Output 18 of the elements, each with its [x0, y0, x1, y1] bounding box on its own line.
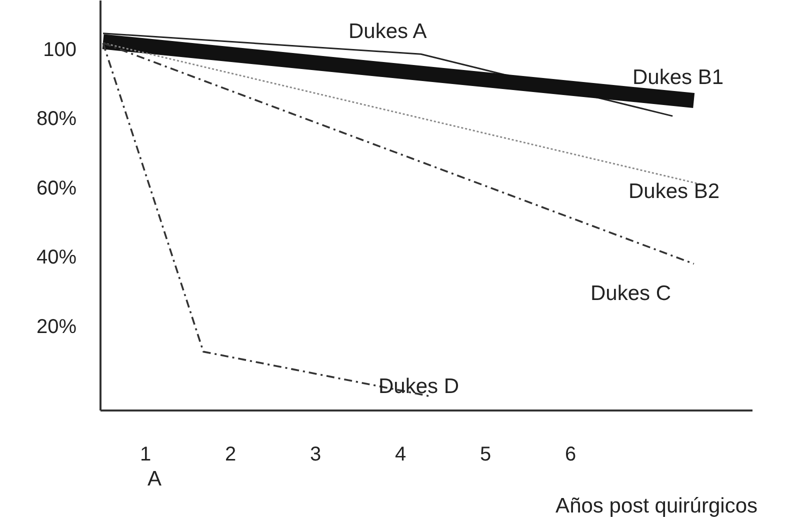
x-tick-label: 3 [310, 444, 322, 466]
x-tick-label: 2 [225, 444, 236, 466]
x-tick-label: 6 [565, 444, 576, 466]
y-tick-label: 100 [43, 38, 77, 61]
text: A [148, 468, 162, 490]
x-tick-label: 4 [395, 444, 406, 466]
x-axis-title: Años post quirúrgicos [556, 494, 758, 517]
annotation: Dukes A [348, 20, 427, 43]
y-tick-label: 80% [36, 108, 77, 130]
annotation: Dukes B1 [632, 66, 724, 89]
annotation: Dukes B2 [628, 180, 720, 203]
annotation: Dukes D [378, 375, 460, 398]
x-tick-label: 5 [480, 444, 492, 466]
y-tick-label: 40% [36, 246, 77, 269]
y-tick-label: 20% [36, 316, 77, 338]
x-tick-label: 1 [140, 444, 152, 466]
annotation: Dukes C [590, 282, 672, 305]
y-tick-label: 60% [36, 177, 77, 200]
